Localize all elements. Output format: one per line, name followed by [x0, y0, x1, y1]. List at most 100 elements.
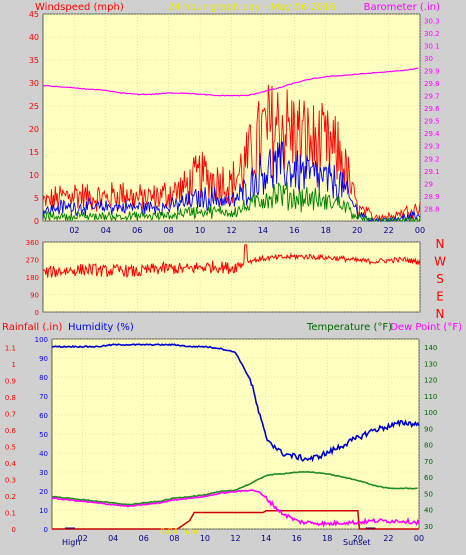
baro-y-tick-label: 28.8 [424, 205, 440, 213]
baro-y-tick-label: 29.9 [424, 67, 440, 75]
lower-x-tick-label: 20 [353, 534, 363, 543]
humidity-y-tick-label: 70 [39, 393, 48, 401]
temp-y-tick-label: 40 [424, 507, 433, 515]
temp-y-tick-label: 30 [424, 523, 433, 531]
baro-y-tick-label: 29.1 [424, 168, 440, 176]
winddir-y-tick-label: 180 [26, 274, 39, 282]
baro-y-tick-label: 29.4 [424, 130, 440, 138]
lower-x-tick-label: 12 [230, 534, 240, 543]
rain-humidity-temperature-panel: 02 04 06 08 10 12 14 16 18 20 22 0000.10.20.30.40.5… [5, 336, 438, 543]
wind-y-tick-label: 15 [29, 148, 39, 157]
wind-y-tick-label: 30 [29, 79, 39, 88]
high-label: High [62, 538, 80, 547]
baro-y-tick-label: 29.3 [424, 143, 440, 151]
sunset-label: Sunset [343, 538, 370, 547]
lower-x-tick-label: 10 [200, 534, 210, 543]
winddir-y-tick-label: 90 [30, 292, 39, 300]
humidity-y-tick-label: 10 [39, 507, 48, 515]
lower-x-tick-label: 04 [108, 534, 118, 543]
rain-y-tick-label: 0.9 [5, 377, 16, 385]
compass-label: N [436, 237, 445, 251]
humidity-y-tick-label: 80 [39, 374, 48, 382]
winddir-y-tick-label: 270 [26, 257, 39, 265]
wind-x-tick-label: 08 [164, 226, 174, 235]
baro-y-tick-label: 29.8 [424, 80, 440, 88]
wind-x-tick-label: 10 [195, 226, 205, 235]
wind-y-tick-label: 20 [29, 125, 39, 134]
wind-y-tick-label: 25 [29, 102, 39, 111]
wind-y-tick-label: 35 [29, 56, 39, 65]
wind-x-tick-label: 22 [383, 226, 393, 235]
rain-y-tick-label: 0.6 [5, 427, 17, 435]
humidity-y-tick-label: 50 [39, 431, 48, 439]
wind-gust-series [42, 84, 421, 223]
temp-y-tick-label: 120 [424, 377, 437, 385]
winddir-y-tick-label: 0 [35, 309, 39, 317]
wind-x-tick-label: 06 [132, 226, 142, 235]
lower-x-tick-label: 08 [169, 534, 179, 543]
rain-y-tick-label: 0.3 [5, 476, 16, 484]
baro-y-tick-label: 29.7 [424, 93, 440, 101]
humidity-y-tick-label: 100 [35, 336, 48, 344]
baro-y-tick-label: 28.9 [424, 193, 440, 201]
barometer-series [42, 67, 419, 97]
dewpoint-series [51, 489, 420, 528]
baro-y-tick-label: 29.6 [424, 105, 440, 113]
baro-y-tick-label: 30.3 [424, 17, 440, 25]
humidity-y-tick-label: 60 [39, 412, 48, 420]
temperature-series [51, 470, 418, 506]
wind-y-tick-label: 10 [29, 171, 39, 180]
baro-y-tick-label: 30.2 [424, 30, 440, 38]
temp-y-tick-label: 100 [424, 409, 437, 417]
compass-label: E [436, 290, 444, 304]
temp-y-tick-label: 80 [424, 442, 433, 450]
wind-x-tick-label: 02 [69, 226, 79, 235]
winddir-y-tick-label: 360 [26, 239, 39, 247]
rain-y-tick-label: 0.4 [5, 460, 17, 468]
humidity-y-tick-label: 90 [39, 355, 48, 363]
rain-y-tick-label: 0.8 [5, 394, 16, 402]
lower-x-tick-label: 06 [139, 534, 149, 543]
wind-y-tick-label: 0 [34, 217, 39, 226]
wind-x-tick-label: 16 [289, 226, 299, 235]
humidity-y-tick-label: 40 [39, 450, 48, 458]
wind-y-tick-label: 40 [29, 33, 39, 42]
wind-x-tick-label: 20 [352, 226, 362, 235]
wind-x-tick-label: 14 [258, 226, 268, 235]
wind-y-tick-label: 5 [34, 194, 39, 203]
temp-y-tick-label: 130 [424, 360, 437, 368]
humidity-y-tick-label: 20 [39, 488, 48, 496]
compass-label: N [436, 307, 445, 321]
baro-y-tick-label: 29 [424, 180, 433, 188]
dew-axis-title: Dew Point (°F) [390, 322, 462, 333]
wind-plot-area [42, 13, 421, 222]
temp-y-tick-label: 110 [424, 393, 437, 401]
rain-y-tick-label: 1 [12, 361, 16, 369]
wind-y-tick-label: 45 [29, 10, 39, 19]
temp-y-tick-label: 60 [424, 474, 433, 482]
baro-axis-title: Barometer (.in) [364, 2, 440, 13]
rain-axis-title: Rainfall (.in) [2, 322, 63, 333]
temp-y-tick-label: 50 [424, 490, 433, 498]
wind-x-tick-label: 04 [101, 226, 111, 235]
lower-x-tick-label: 18 [322, 534, 332, 543]
baro-y-tick-label: 29.2 [424, 155, 440, 163]
baro-y-tick-label: 29.5 [424, 118, 440, 126]
wind-min-series [42, 181, 421, 223]
rain-y-tick-label: 0.7 [5, 410, 16, 418]
wind-axis-title: Windspeed (mph) [35, 2, 124, 13]
lower-x-tick-label: 16 [292, 534, 302, 543]
lower-x-tick-label: 00 [414, 534, 424, 543]
humidity-y-tick-label: 0 [44, 526, 48, 534]
temp-y-tick-label: 90 [424, 425, 433, 433]
wind-x-tick-label: 18 [321, 226, 331, 235]
compass-label: W [434, 255, 446, 269]
temp-y-tick-label: 140 [424, 344, 437, 352]
rain-y-tick-label: 1.1 [5, 344, 16, 352]
winddir-series [42, 244, 421, 279]
temp-y-tick-label: 70 [424, 458, 433, 466]
rain-y-tick-label: 0 [12, 526, 16, 534]
wind-x-tick-label: 00 [415, 226, 425, 235]
humidity-series [51, 343, 420, 463]
